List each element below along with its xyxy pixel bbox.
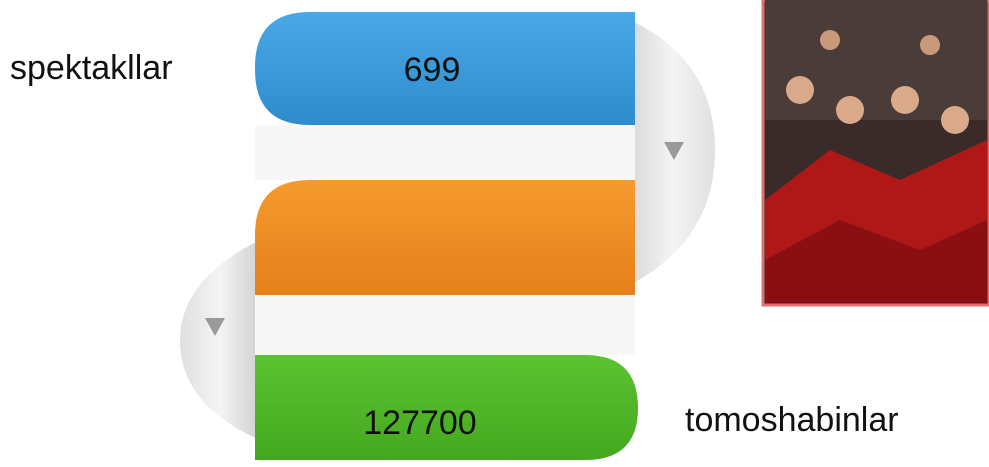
item-label: tomoshabinlar — [685, 401, 899, 439]
arrow-down — [205, 318, 225, 336]
step-block — [255, 12, 635, 125]
band — [255, 295, 635, 355]
arrow-down — [664, 142, 684, 160]
item-value: 127700 — [363, 404, 476, 442]
item-value: 699 — [404, 51, 461, 89]
step-block — [255, 180, 635, 295]
photo — [761, 0, 989, 307]
connector — [180, 240, 260, 440]
item-label: spektakllar — [10, 49, 173, 87]
band — [255, 125, 635, 180]
step-block — [255, 355, 638, 460]
